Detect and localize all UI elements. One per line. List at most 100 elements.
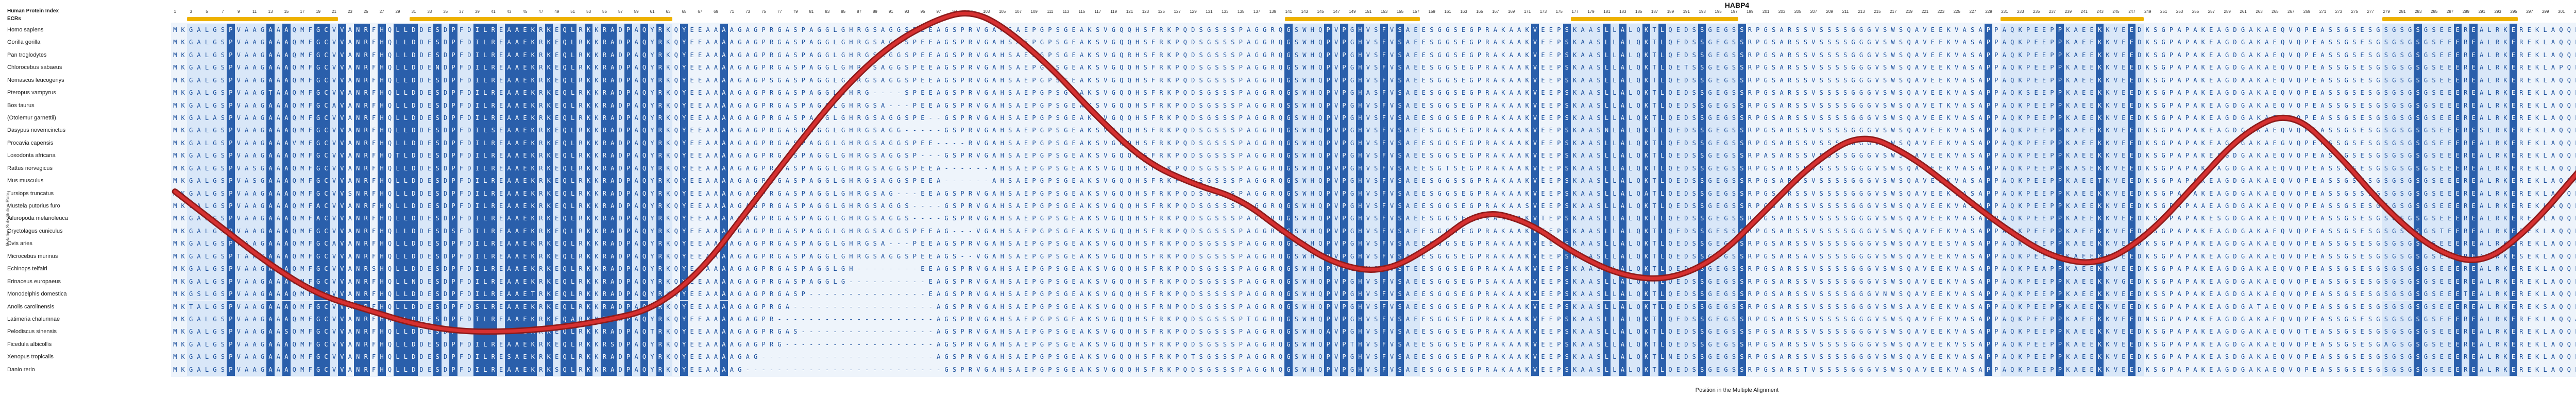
position-number: 13 <box>268 9 273 14</box>
residue-cell: S <box>1215 164 1219 172</box>
residue-cell: Q <box>2567 89 2571 97</box>
residue-cell: G <box>1851 26 1855 33</box>
residue-cell: A <box>274 48 283 62</box>
residue-cell: K <box>529 162 537 175</box>
ecr-bar[interactable] <box>2001 17 2144 21</box>
residue-cell: E <box>1412 48 1420 62</box>
residue-cell: Q <box>2008 99 2016 112</box>
residue-cell: A <box>195 124 203 137</box>
residue-cell: V <box>2111 149 2120 162</box>
residue-cell: G <box>738 127 742 134</box>
residue-cell: K <box>2535 114 2539 122</box>
ecr-bar[interactable] <box>1284 17 1420 21</box>
residue-cell: A <box>1403 61 1412 74</box>
residue-cell: A <box>706 64 710 72</box>
residue-cell: P <box>2024 149 2032 162</box>
residue-cell: P <box>2304 39 2309 46</box>
residue-cell: A <box>1618 61 1627 74</box>
residue-cell: S <box>1008 64 1012 72</box>
residue-cell: V <box>1332 61 1341 74</box>
residue-cell: D <box>465 24 473 37</box>
residue-cell: S <box>1008 39 1012 46</box>
residue-cell: K <box>529 124 537 137</box>
residue-cell: Y <box>680 162 688 175</box>
residue-cell: K <box>2016 112 2024 125</box>
residue-cell: A <box>992 164 996 172</box>
residue-cell: G <box>187 136 195 150</box>
residue-cell: A <box>1493 101 1497 109</box>
residue-cell: E <box>1024 114 1028 122</box>
position-number: 209 <box>1826 9 1833 14</box>
residue-cell: S <box>2398 48 2406 62</box>
residue-cell: E <box>690 164 694 172</box>
residue-cell: E <box>2509 112 2518 125</box>
ecr-bar[interactable] <box>1571 17 1738 21</box>
residue-cell: S <box>1199 101 1203 109</box>
residue-cell: M <box>298 112 307 125</box>
residue-cell: S <box>952 89 957 97</box>
residue-cell: S <box>1835 152 1839 160</box>
residue-cell: A <box>505 36 513 49</box>
residue-cell: G <box>211 136 219 150</box>
residue-cell: Q <box>1666 36 1674 49</box>
residue-cell: K <box>1088 89 1092 97</box>
ecr-bar[interactable] <box>2382 17 2518 21</box>
residue-cell: E <box>497 112 505 125</box>
residue-cell: A <box>195 112 203 125</box>
residue-cell: G <box>1040 64 1044 72</box>
residue-cell: A <box>1509 139 1513 147</box>
residue-cell: - <box>944 164 948 172</box>
species-label: (Otolemur garnettii) <box>7 115 56 121</box>
residue-cell: A <box>881 101 885 109</box>
residue-cell: M <box>298 149 307 162</box>
residue-cell: E <box>521 74 529 87</box>
residue-cell: S <box>1396 24 1404 37</box>
residue-cell: R <box>1485 164 1489 172</box>
residue-cell: P <box>624 136 633 150</box>
position-number: 135 <box>1238 9 1245 14</box>
residue-cell: E <box>921 51 925 59</box>
position-number: 211 <box>1842 9 1849 14</box>
residue-cell: H <box>1356 61 1364 74</box>
residue-cell: A <box>2320 39 2325 46</box>
residue-cell: A <box>1247 51 1251 59</box>
residue-cell: P <box>624 124 633 137</box>
residue-cell: A <box>720 99 728 112</box>
residue-cell: D <box>410 162 418 175</box>
residue-cell: S <box>1563 48 1571 62</box>
species-label: Procavia capensis <box>7 140 54 146</box>
residue-cell: Q <box>2281 26 2285 33</box>
residue-cell: P <box>227 99 235 112</box>
residue-cell: S <box>218 74 227 87</box>
residue-cell: A <box>1016 51 1020 59</box>
residue-cell: S <box>2154 76 2158 84</box>
residue-cell: L <box>1626 61 1635 74</box>
residue-cell: - <box>952 164 957 172</box>
residue-cell: K <box>2145 127 2149 134</box>
species-label: Nomascus leucogenys <box>7 77 64 83</box>
residue-cell: P <box>1557 76 1561 84</box>
residue-cell: S <box>873 101 877 109</box>
residue-cell: K <box>1571 74 1579 87</box>
residue-cell: A <box>745 89 750 97</box>
ecr-bar[interactable] <box>187 17 338 21</box>
residue-cell: Q <box>1127 139 1131 147</box>
residue-cell: M <box>173 26 177 33</box>
residue-cell: E <box>2437 136 2446 150</box>
residue-cell: A <box>2217 26 2221 33</box>
residue-cell: V <box>1955 114 1959 122</box>
residue-cell: L <box>202 48 211 62</box>
residue-cell: S <box>433 136 442 150</box>
residue-cell: S <box>1843 127 1848 134</box>
residue-cell: P <box>2024 48 2032 62</box>
residue-cell: R <box>1748 39 1752 46</box>
residue-cell: E <box>2080 61 2088 74</box>
residue-cell: - <box>984 164 988 172</box>
ecr-bar[interactable] <box>410 17 672 21</box>
residue-cell: G <box>2390 36 2398 49</box>
residue-cell: S <box>433 99 442 112</box>
residue-cell: R <box>577 86 585 99</box>
residue-cell: S <box>1396 99 1404 112</box>
residue-cell: W <box>1300 124 1309 137</box>
residue-cell: G <box>211 162 219 175</box>
